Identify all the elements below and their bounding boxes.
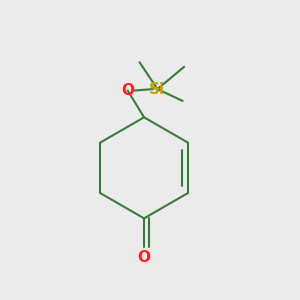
Text: Si: Si bbox=[149, 82, 166, 97]
Text: O: O bbox=[121, 83, 134, 98]
Text: O: O bbox=[138, 250, 151, 265]
